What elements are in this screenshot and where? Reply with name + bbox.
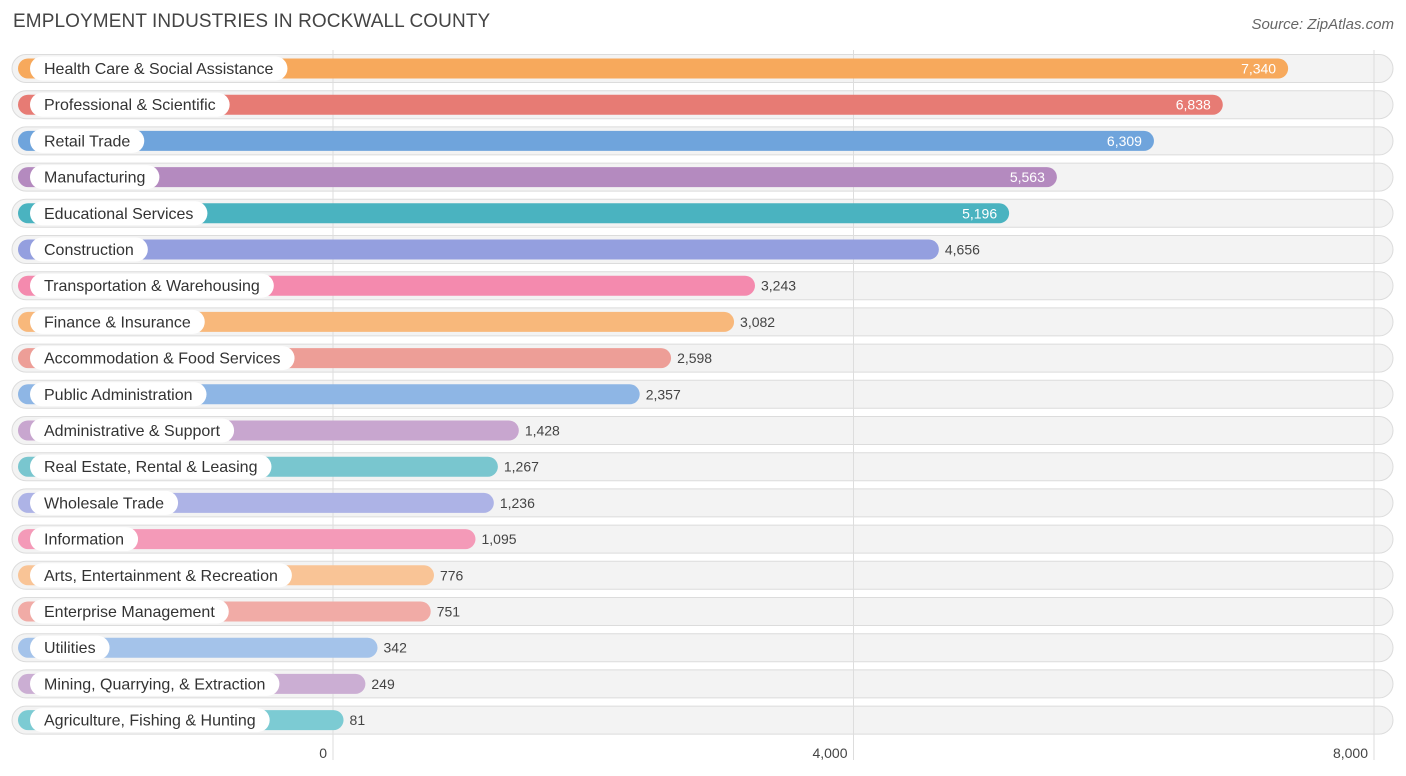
value-label: 7,340 — [1241, 61, 1276, 77]
value-label: 5,563 — [1010, 169, 1045, 185]
x-tick-label: 8,000 — [1333, 745, 1368, 761]
category-label-pill — [30, 56, 288, 81]
category-label: Transportation & Warehousing — [44, 278, 260, 295]
value-label: 6,838 — [1176, 97, 1211, 113]
value-label: 342 — [384, 640, 408, 656]
bars: Health Care & Social Assistance 7,340 Prof… — [18, 56, 1289, 733]
chart-title: EMPLOYMENT INDUSTRIES IN ROCKWALL COUNTY — [13, 11, 491, 32]
value-label: 5,196 — [962, 205, 997, 221]
category-label-pill — [30, 527, 139, 552]
bar — [18, 203, 1010, 224]
category-label-pill — [30, 165, 160, 190]
category-label-pill — [30, 92, 230, 117]
category-label-pill — [30, 128, 145, 153]
bar — [18, 239, 939, 260]
value-label: 1,428 — [525, 423, 560, 439]
bar — [18, 130, 1154, 151]
category-label: Accommodation & Food Services — [44, 351, 281, 368]
value-label: 3,082 — [740, 314, 775, 330]
row-background — [11, 705, 1394, 735]
category-label: Finance & Insurance — [44, 314, 191, 331]
category-label-pill — [30, 309, 205, 334]
category-label-pill — [30, 273, 274, 298]
category-label-pill — [30, 201, 208, 226]
bar — [18, 167, 1057, 188]
category-label: Professional & Scientific — [44, 97, 216, 114]
category-label-pill — [30, 635, 110, 660]
value-label: 1,236 — [500, 495, 535, 511]
category-label-pill — [30, 563, 292, 588]
value-label: 2,357 — [646, 386, 681, 402]
category-label: Information — [44, 532, 124, 549]
category-label: Enterprise Management — [44, 604, 215, 621]
category-label: Educational Services — [44, 206, 193, 223]
category-label-pill — [30, 708, 270, 733]
value-label: 81 — [350, 712, 366, 728]
value-label: 751 — [437, 604, 461, 620]
category-label-pill — [30, 671, 280, 696]
value-label: 249 — [371, 676, 395, 692]
category-label-pill — [30, 346, 295, 371]
category-label: Mining, Quarrying, & Extraction — [44, 676, 265, 693]
x-tick-label: 4,000 — [812, 745, 847, 761]
category-label: Real Estate, Rental & Leasing — [44, 459, 257, 476]
x-tick-label: 0 — [319, 745, 327, 761]
category-label-pill — [30, 490, 179, 515]
category-label-pill — [30, 382, 207, 407]
category-label: Wholesale Trade — [44, 495, 164, 512]
category-label-pill — [30, 454, 272, 479]
value-label: 4,656 — [945, 242, 980, 258]
bar — [18, 58, 1289, 79]
category-label-pill — [30, 237, 148, 262]
value-label: 1,267 — [504, 459, 539, 475]
category-label-pill — [30, 418, 235, 443]
category-label: Arts, Entertainment & Recreation — [44, 568, 278, 585]
category-label: Health Care & Social Assistance — [44, 61, 274, 78]
value-label: 3,243 — [761, 278, 796, 294]
value-label: 6,309 — [1107, 133, 1142, 149]
category-label: Retail Trade — [44, 133, 130, 150]
value-label: 2,598 — [677, 350, 712, 366]
category-label: Agriculture, Fishing & Hunting — [44, 713, 256, 730]
category-label: Public Administration — [44, 387, 193, 404]
value-label: 776 — [440, 567, 464, 583]
value-label: 1,095 — [481, 531, 516, 547]
bar — [18, 94, 1223, 115]
category-label: Manufacturing — [44, 170, 145, 187]
category-label: Construction — [44, 242, 134, 259]
category-label: Utilities — [44, 640, 96, 657]
source-label: Source: ZipAtlas.com — [1251, 16, 1394, 33]
category-label-pill — [30, 599, 229, 624]
category-label: Administrative & Support — [44, 423, 221, 440]
